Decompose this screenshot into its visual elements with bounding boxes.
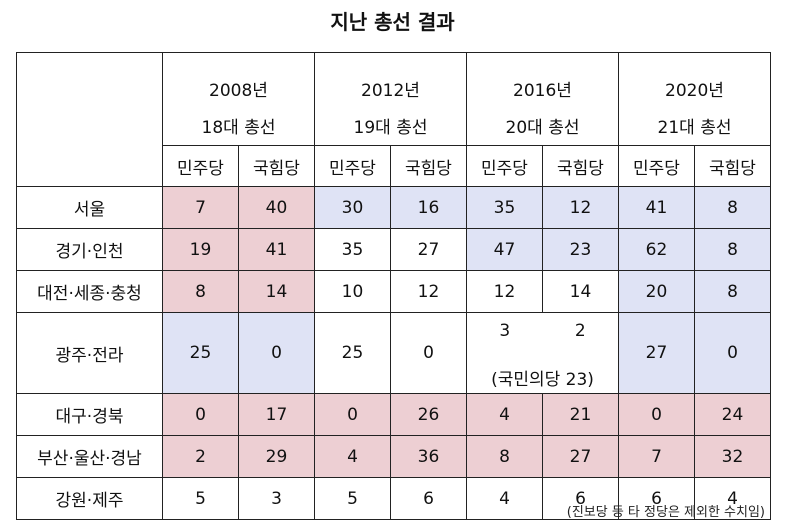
seat-count: 14: [542, 270, 619, 313]
seat-count: 27: [542, 435, 619, 478]
seat-count: 0: [162, 393, 239, 436]
page-title: 지난 총선 결과: [330, 10, 455, 34]
footnote: (진보당 등 타 정당은 제외한 수치임): [566, 505, 765, 520]
seat-count: 21: [542, 393, 619, 436]
seat-count: 20: [618, 270, 695, 313]
party-header-ppp: 국힘당: [390, 145, 467, 187]
seat-count: 32: [694, 435, 771, 478]
seat-count: 4: [466, 477, 543, 520]
election-name-19: 19대 총선: [314, 105, 467, 146]
seat-count: 30: [314, 186, 391, 229]
seat-count: 5: [314, 477, 391, 520]
seat-count: 7: [618, 435, 695, 478]
seat-count: 24: [694, 393, 771, 436]
region-label: 서울: [16, 186, 163, 229]
party-header-ppp: 국힘당: [542, 145, 619, 187]
party-header-democratic: 민주당: [314, 145, 391, 187]
seat-count: 17: [238, 393, 315, 436]
seat-count: 8: [694, 228, 771, 271]
seat-count: 23: [542, 228, 619, 271]
seat-count: 0: [694, 312, 771, 394]
election-name-18: 18대 총선: [162, 105, 315, 146]
region-label: 경기·인천: [16, 228, 163, 271]
party-header-democratic: 민주당: [466, 145, 543, 187]
seat-count: 6: [390, 477, 467, 520]
election-name-20: 20대 총선: [466, 105, 619, 146]
seat-count: 25: [162, 312, 239, 394]
seat-count: 25: [314, 312, 391, 394]
seat-count: 12: [466, 270, 543, 313]
election-results-table: 2008년 2012년 2016년 2020년 18대 총선 19대 총선 20…: [16, 52, 771, 520]
region-label: 부산·울산·경남: [16, 435, 163, 478]
seat-count: 41: [238, 228, 315, 271]
seat-count: 12: [390, 270, 467, 313]
seat-count: 4: [694, 477, 771, 520]
seat-count: 0: [238, 312, 315, 394]
region-label: 대구·경북: [16, 393, 163, 436]
party-header-ppp: 국힘당: [238, 145, 315, 187]
third-party-note: (국민의당 23): [491, 370, 594, 390]
seat-count: 47: [466, 228, 543, 271]
seat-count: 5: [162, 477, 239, 520]
table-row-gangwon-jeju: 강원·제주 5 3 5 6 4 6 6 4: [16, 477, 771, 520]
election-name-21: 21대 총선: [618, 105, 771, 146]
split-seat-cell: 3 2 (국민의당 23): [466, 312, 619, 394]
seat-count: 19: [162, 228, 239, 271]
year-header-2016: 2016년: [466, 52, 619, 105]
year-header-2008: 2008년: [162, 52, 315, 105]
region-label: 대전·세종·충청: [16, 270, 163, 313]
seat-count: 36: [390, 435, 467, 478]
party-header-democratic: 민주당: [162, 145, 239, 187]
seat-count: 6: [618, 477, 695, 520]
seat-count: 2: [162, 435, 239, 478]
party-header-democratic: 민주당: [618, 145, 695, 187]
corner-cell: [16, 52, 163, 187]
year-header-2012: 2012년: [314, 52, 467, 105]
seat-count: 3: [499, 321, 511, 341]
seat-count: 35: [466, 186, 543, 229]
seat-count: 62: [618, 228, 695, 271]
table-row-daegu-gyeongbuk: 대구·경북 0 17 0 26 4 21 0 24: [16, 393, 771, 436]
seat-count: 3: [238, 477, 315, 520]
seat-count: 10: [314, 270, 391, 313]
seat-count: 2: [574, 321, 586, 341]
seat-count: 40: [238, 186, 315, 229]
seat-count: 41: [618, 186, 695, 229]
seat-count: 4: [314, 435, 391, 478]
seat-count: 8: [162, 270, 239, 313]
seat-count: 35: [314, 228, 391, 271]
seat-count: 7: [162, 186, 239, 229]
seat-count: 0: [314, 393, 391, 436]
region-label: 강원·제주: [16, 477, 163, 520]
table-row-gwangju-jeolla: 광주·전라 25 0 25 0 3 2 (국민의당 23) 27 0: [16, 312, 771, 394]
table-row-daejeon-sejong-chungcheong: 대전·세종·충청 8 14 10 12 12 14 20 8: [16, 270, 771, 313]
table-row-busan-ulsan-gyeongnam: 부산·울산·경남 2 29 4 36 8 27 7 32: [16, 435, 771, 478]
seat-count: 8: [694, 270, 771, 313]
seat-count: 8: [466, 435, 543, 478]
seat-count: 0: [390, 312, 467, 394]
seat-count: 27: [390, 228, 467, 271]
seat-count: 29: [238, 435, 315, 478]
table-row-seoul: 서울 7 40 30 16 35 12 41 8: [16, 186, 771, 229]
seat-count: 0: [618, 393, 695, 436]
seat-count: 27: [618, 312, 695, 394]
seat-count: 14: [238, 270, 315, 313]
region-label: 광주·전라: [16, 312, 163, 394]
seat-count: 8: [694, 186, 771, 229]
year-header-2020: 2020년: [618, 52, 771, 105]
seat-count: 4: [466, 393, 543, 436]
party-header-ppp: 국힘당: [694, 145, 771, 187]
seat-count: 16: [390, 186, 467, 229]
seat-count: 6: [542, 477, 619, 520]
seat-count: 26: [390, 393, 467, 436]
seat-count: 12: [542, 186, 619, 229]
table-row-gyeonggi-incheon: 경기·인천 19 41 35 27 47 23 62 8: [16, 228, 771, 271]
